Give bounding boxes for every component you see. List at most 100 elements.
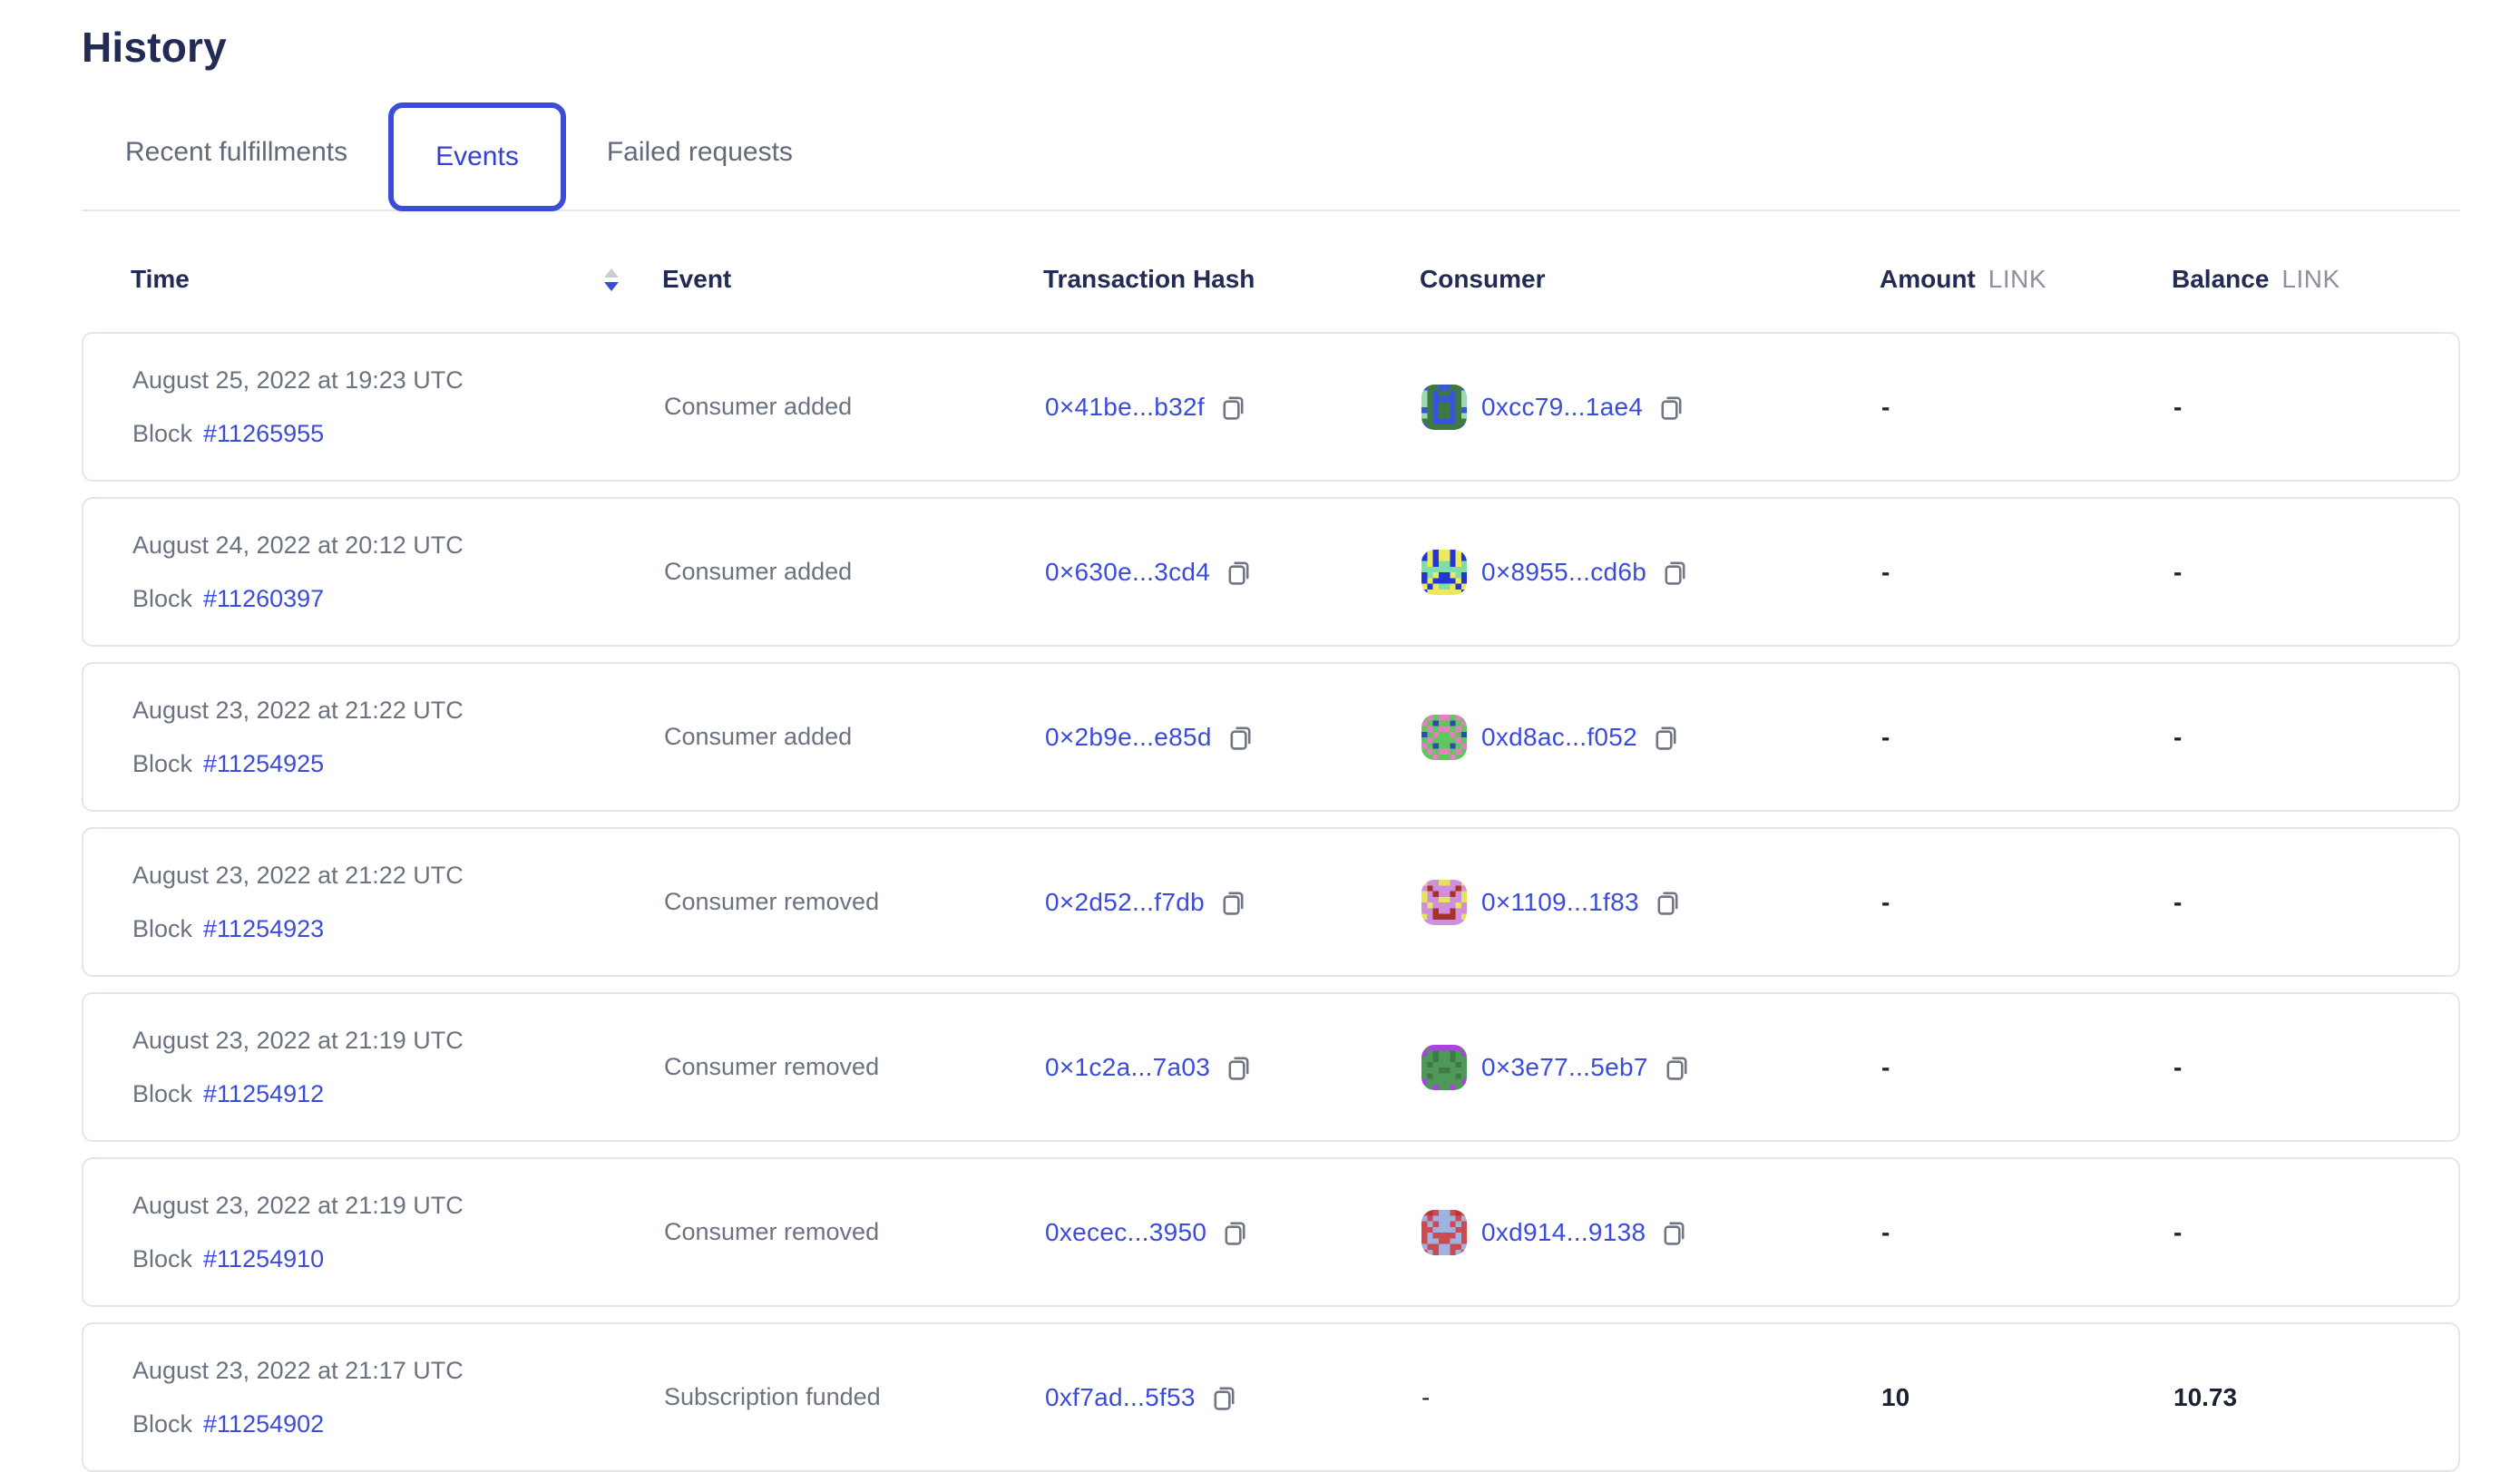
copy-icon[interactable] (1225, 1053, 1253, 1081)
amount-cell: 10 (1881, 1382, 1910, 1411)
consumer-cell: - (1421, 1383, 1881, 1412)
balance-cell: - (2173, 722, 2183, 751)
row-date: August 24, 2022 at 20:12 UTC (132, 531, 464, 559)
sort-desc-arrow-icon (604, 281, 619, 291)
consumer-avatar (1421, 1209, 1467, 1255)
block-line: Block #11260397 (132, 585, 664, 613)
event-cell: Consumer removed (664, 888, 880, 915)
row-date: August 25, 2022 at 19:23 UTC (132, 366, 464, 394)
transaction-hash-cell: 0×1c2a...7a03 (1045, 1053, 1421, 1082)
copy-icon[interactable] (1661, 558, 1689, 586)
column-header-amount: Amount LINK (1880, 265, 2047, 293)
consumer-address-link[interactable]: 0×3e77...5eb7 (1481, 1052, 1648, 1081)
block-label: Block (132, 584, 193, 612)
rows: August 25, 2022 at 19:23 UTC Block #1126… (82, 332, 2460, 1472)
copy-icon[interactable] (1652, 723, 1680, 751)
block-number-link[interactable]: #11254902 (203, 1409, 325, 1438)
consumer-address-link[interactable]: 0×1109...1f83 (1481, 887, 1639, 916)
tx-hash-link[interactable]: 0xecec...3950 (1045, 1217, 1207, 1246)
row-date: August 23, 2022 at 21:19 UTC (132, 1026, 464, 1054)
table-row: August 25, 2022 at 19:23 UTC Block #1126… (82, 332, 2460, 482)
consumer-address-link[interactable]: 0xd914...9138 (1481, 1217, 1646, 1246)
copy-icon[interactable] (1663, 1053, 1691, 1081)
copy-icon[interactable] (1226, 723, 1255, 751)
consumer-avatar (1421, 879, 1467, 925)
consumer-avatar (1421, 714, 1467, 760)
table-row: August 24, 2022 at 20:12 UTC Block #1126… (82, 497, 2460, 647)
consumer-cell: 0xd8ac...f052 (1421, 714, 1881, 760)
transaction-hash-cell: 0×2d52...f7db (1045, 888, 1421, 917)
consumer-avatar (1421, 1044, 1467, 1090)
table-row: August 23, 2022 at 21:17 UTC Block #1125… (82, 1322, 2460, 1472)
sort-asc-arrow-icon (604, 268, 619, 278)
tx-hash-link[interactable]: 0×630e...3cd4 (1045, 557, 1211, 586)
tx-hash-link[interactable]: 0×1c2a...7a03 (1045, 1052, 1211, 1081)
amount-cell: - (1881, 557, 1890, 586)
tab-recent-fulfillments[interactable]: Recent fulfillments (125, 137, 348, 167)
consumer-address-link[interactable]: 0×8955...cd6b (1481, 557, 1647, 586)
block-number-link[interactable]: #11254925 (203, 749, 325, 777)
block-number-link[interactable]: #11265955 (203, 419, 325, 447)
consumer-cell: 0×3e77...5eb7 (1421, 1044, 1881, 1090)
consumer-address-link[interactable]: 0xd8ac...f052 (1481, 722, 1638, 751)
block-line: Block #11265955 (132, 420, 664, 448)
tx-hash-link[interactable]: 0×41be...b32f (1045, 392, 1205, 421)
event-cell: Consumer added (664, 393, 853, 420)
balance-cell: - (2173, 1217, 2183, 1246)
copy-icon[interactable] (1210, 1383, 1238, 1411)
block-label: Block (132, 1409, 193, 1438)
sort-icon[interactable] (604, 268, 619, 291)
copy-icon[interactable] (1219, 888, 1247, 916)
table-row: August 23, 2022 at 21:19 UTC Block #1125… (82, 1157, 2460, 1307)
transaction-hash-cell: 0xf7ad...5f53 (1045, 1383, 1421, 1412)
tx-hash-link[interactable]: 0×2b9e...e85d (1045, 722, 1212, 751)
tab-bar: Recent fulfillments Events Failed reques… (82, 95, 2460, 211)
table-header: Time Event Transaction Hash Consumer Amo… (82, 254, 2460, 305)
tx-hash-link[interactable]: 0×2d52...f7db (1045, 887, 1205, 916)
block-label: Block (132, 749, 193, 777)
event-cell: Consumer added (664, 723, 853, 750)
balance-cell: - (2173, 887, 2183, 916)
consumer-cell: 0xcc79...1ae4 (1421, 384, 1881, 430)
copy-icon[interactable] (1225, 558, 1253, 586)
consumer-cell: 0×1109...1f83 (1421, 879, 1881, 925)
balance-unit-label: LINK (2281, 265, 2340, 293)
copy-icon[interactable] (1219, 393, 1247, 421)
tab-events[interactable]: Events (388, 102, 566, 211)
row-date: August 23, 2022 at 21:22 UTC (132, 861, 464, 889)
column-header-time[interactable]: Time (131, 265, 662, 294)
table-row: August 23, 2022 at 21:22 UTC Block #1125… (82, 827, 2460, 977)
consumer-address-link[interactable]: 0xcc79...1ae4 (1481, 392, 1644, 421)
tab-failed-requests[interactable]: Failed requests (606, 137, 793, 167)
block-number-link[interactable]: #11254910 (203, 1244, 325, 1272)
time-cell: August 23, 2022 at 21:19 UTC Block #1125… (132, 1192, 664, 1273)
event-cell: Subscription funded (664, 1383, 881, 1410)
copy-icon[interactable] (1654, 888, 1682, 916)
consumer-cell: 0×8955...cd6b (1421, 549, 1881, 595)
block-line: Block #11254925 (132, 750, 664, 778)
row-date: August 23, 2022 at 21:22 UTC (132, 696, 464, 724)
time-cell: August 24, 2022 at 20:12 UTC Block #1126… (132, 531, 664, 613)
copy-icon[interactable] (1221, 1218, 1249, 1246)
balance-cell: - (2173, 392, 2183, 421)
time-cell: August 23, 2022 at 21:22 UTC Block #1125… (132, 862, 664, 943)
consumer-address-link[interactable]: - (1421, 1382, 1431, 1411)
block-line: Block #11254910 (132, 1245, 664, 1273)
block-number-link[interactable]: #11260397 (203, 584, 325, 612)
event-cell: Consumer removed (664, 1218, 880, 1245)
consumer-avatar (1421, 549, 1467, 595)
block-number-link[interactable]: #11254923 (203, 914, 325, 942)
time-cell: August 23, 2022 at 21:22 UTC Block #1125… (132, 697, 664, 778)
transaction-hash-cell: 0xecec...3950 (1045, 1218, 1421, 1247)
copy-icon[interactable] (1660, 1218, 1688, 1246)
amount-cell: - (1881, 392, 1890, 421)
amount-cell: - (1881, 887, 1890, 916)
copy-icon[interactable] (1657, 393, 1685, 421)
balance-cell: - (2173, 557, 2183, 586)
block-label: Block (132, 419, 193, 447)
tx-hash-link[interactable]: 0xf7ad...5f53 (1045, 1382, 1196, 1411)
balance-cell: 10.73 (2173, 1382, 2238, 1411)
consumer-avatar (1421, 384, 1467, 430)
block-number-link[interactable]: #11254912 (203, 1079, 325, 1107)
